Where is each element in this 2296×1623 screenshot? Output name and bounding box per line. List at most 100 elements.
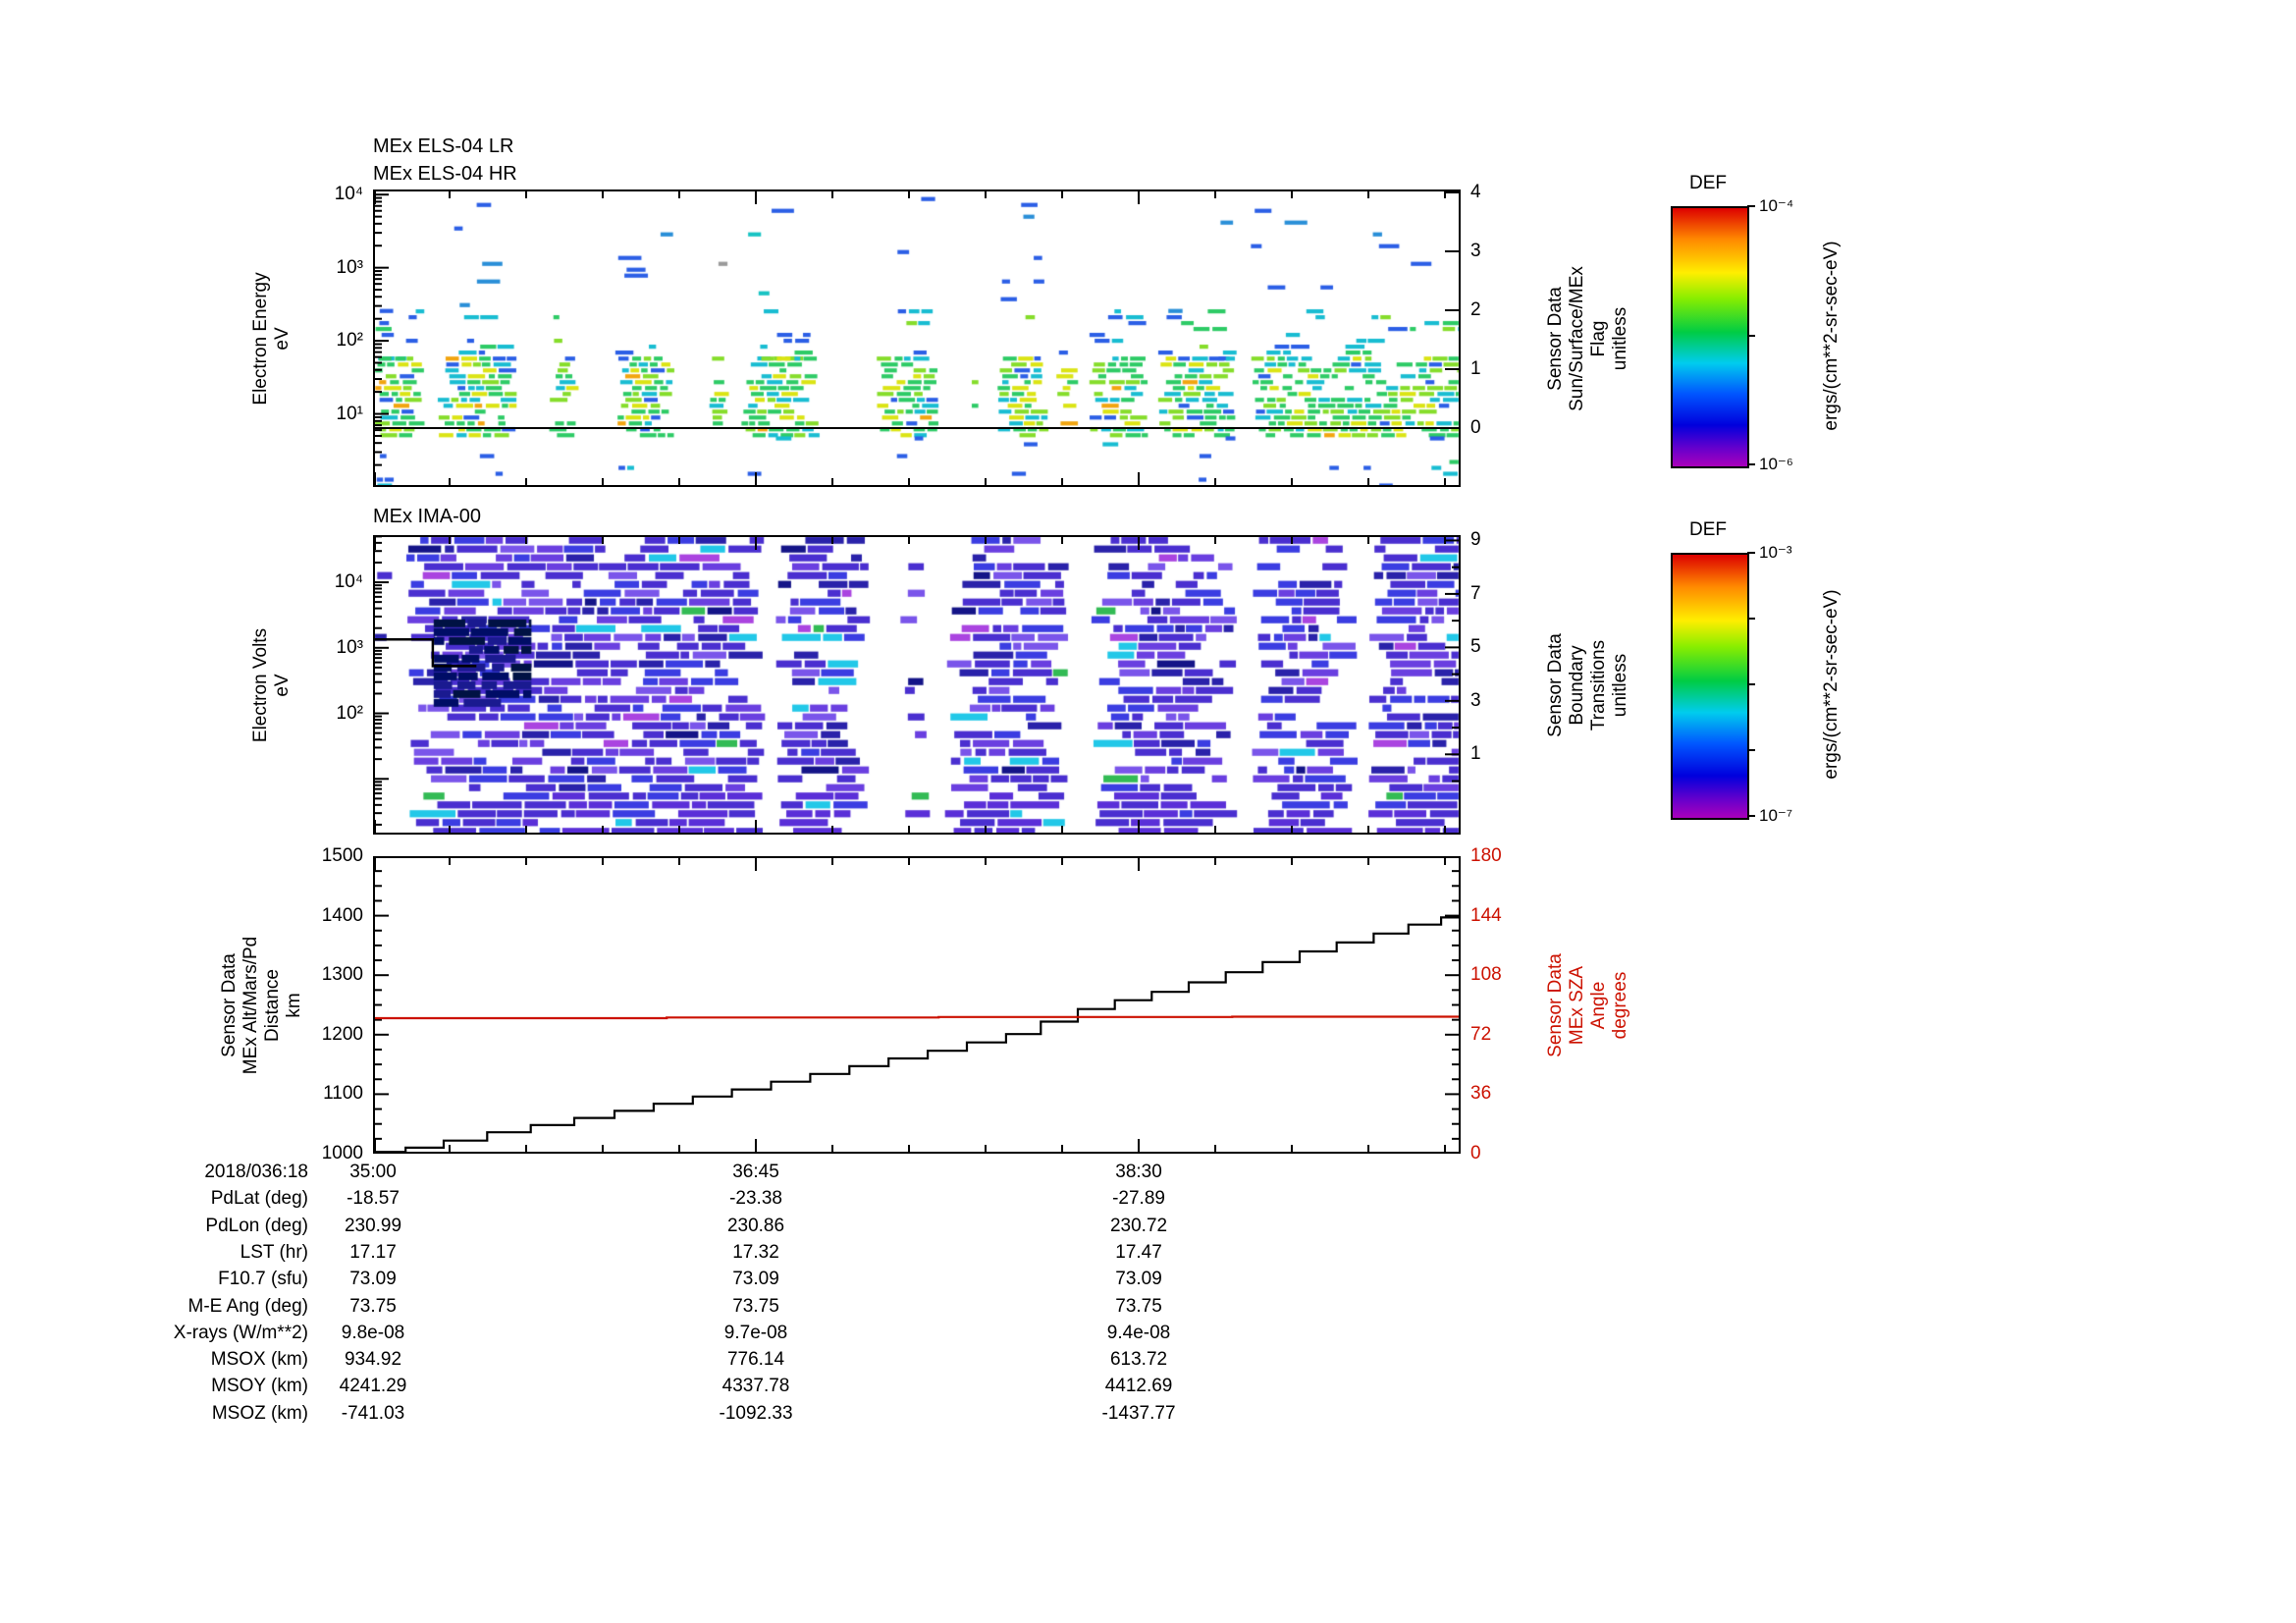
ima-right-tick-3: 3 (1470, 689, 1481, 711)
ima-colorbar-title: DEF (1689, 519, 1727, 540)
els-colorbar (1671, 206, 1749, 468)
ima-right-tick-1: 1 (1470, 743, 1481, 765)
alt-left-tick-1300: 1300 (321, 964, 363, 986)
els-ytick-2: 10² (336, 330, 363, 352)
table-value-5-1: 73.75 (732, 1295, 779, 1317)
alt-right-tick-108: 108 (1470, 964, 1502, 986)
ima-colorbar-tick (1747, 618, 1755, 620)
ima-colorbar-min: 10⁻⁷ (1759, 806, 1793, 825)
table-value-9-0: -741.03 (341, 1402, 405, 1424)
table-value-3-1: 17.32 (732, 1241, 779, 1263)
alt-ylabel: Sensor Data MEx Alt/Mars/Pd Distance km (219, 936, 304, 1074)
table-value-3-0: 17.17 (349, 1241, 397, 1263)
els-right-tick-4: 4 (1470, 182, 1481, 202)
table-value-6-0: 9.8e-08 (341, 1322, 405, 1343)
table-value-2-0: 230.99 (344, 1215, 402, 1236)
els-colorbar-title: DEF (1689, 173, 1727, 193)
ima-ylabel: Electron Volts eV (250, 627, 293, 742)
table-value-5-2: 73.75 (1115, 1295, 1162, 1317)
ima-colorbar-tick (1747, 815, 1755, 817)
table-value-1-2: -27.89 (1112, 1188, 1165, 1210)
table-value-8-1: 4337.78 (721, 1376, 790, 1397)
table-label-7: MSOX (km) (210, 1349, 308, 1371)
ima-ytick-4: 10⁴ (334, 571, 363, 593)
ima-right-tick-7: 7 (1470, 582, 1481, 604)
table-value-2-1: 230.86 (726, 1215, 785, 1236)
table-value-9-1: -1092.33 (719, 1402, 793, 1424)
alt-left-tick-1100: 1100 (323, 1083, 363, 1105)
els-colorbar-tick (1747, 334, 1755, 337)
table-label-9: MSOZ (km) (211, 1402, 308, 1424)
els-ytick-1: 10¹ (336, 403, 363, 424)
table-value-7-1: 776.14 (726, 1349, 785, 1371)
alt-left-tick-1400: 1400 (321, 904, 363, 926)
alt-left-tick-1200: 1200 (321, 1023, 363, 1045)
ima-right-tick-9: 9 (1470, 529, 1481, 551)
alt-right-tick-144: 144 (1470, 904, 1502, 926)
els-colorbar-tick (1747, 463, 1755, 465)
ima-right-label: Sensor Data Boundary Transitions unitles… (1545, 632, 1630, 737)
table-label-1: PdLat (deg) (210, 1188, 308, 1210)
table-value-8-0: 4241.29 (339, 1376, 407, 1397)
table-label-2: PdLon (deg) (205, 1215, 308, 1236)
table-label-4: F10.7 (sfu) (218, 1269, 308, 1290)
table-value-7-2: 613.72 (1109, 1349, 1168, 1371)
alt-axes-svg (373, 856, 1461, 1154)
table-value-4-2: 73.09 (1115, 1269, 1162, 1290)
table-value-6-1: 9.7e-08 (723, 1322, 788, 1343)
ima-spectrogram-canvas (374, 536, 1460, 834)
table-label-8: MSOY (km) (211, 1376, 308, 1397)
els-colorbar-unit: ergs/(cm**2-sr-sec-eV) (1821, 240, 1842, 431)
table-label-0: 2018/036:18 (204, 1162, 308, 1182)
table-label-3: LST (hr) (240, 1241, 308, 1263)
ima-ytick-2: 10² (336, 702, 363, 724)
els-ytick-3: 10³ (336, 256, 363, 278)
alt-right-label: Sensor Data MEx SZA Angle degrees (1545, 952, 1630, 1057)
table-value-2-2: 230.72 (1109, 1215, 1168, 1236)
table-value-4-1: 73.09 (732, 1269, 779, 1290)
els-ytick-4: 10⁴ (334, 184, 363, 205)
table-value-1-0: -18.57 (347, 1188, 400, 1210)
ima-colorbar-tick (1747, 683, 1755, 685)
els-right-tick-0: 0 (1470, 417, 1481, 438)
els-colorbar-max: 10⁻⁴ (1759, 196, 1794, 215)
els-ylabel: Electron Energy eV (250, 271, 293, 406)
table-value-7-0: 934.92 (344, 1349, 402, 1371)
els-colorbar-min: 10⁻⁶ (1759, 455, 1793, 473)
els-axes-svg (373, 189, 1461, 487)
els-right-tick-2: 2 (1470, 299, 1481, 320)
alt-left-tick-1500: 1500 (321, 845, 363, 866)
els-title-lr: MEx ELS-04 LR (373, 135, 514, 157)
alt-right-tick-72: 72 (1470, 1023, 1492, 1045)
alt-left-tick-1000: 1000 (321, 1143, 363, 1163)
ima-axes-svg (373, 535, 1461, 835)
table-value-0-0: 35:00 (349, 1162, 397, 1182)
els-right-tick-3: 3 (1470, 241, 1481, 261)
els-title-hr: MEx ELS-04 HR (373, 163, 517, 185)
ima-colorbar-unit: ergs/(cm**2-sr-sec-eV) (1821, 589, 1842, 780)
table-value-5-0: 73.75 (349, 1295, 397, 1317)
els-right-tick-1: 1 (1470, 358, 1481, 379)
ima-right-tick-5: 5 (1470, 636, 1481, 658)
table-value-0-1: 36:45 (732, 1162, 779, 1182)
table-value-6-2: 9.4e-08 (1106, 1322, 1171, 1343)
ima-colorbar-tick (1747, 749, 1755, 751)
alt-right-tick-180: 180 (1470, 845, 1502, 866)
alt-right-tick-36: 36 (1470, 1083, 1492, 1105)
els-spectrogram-canvas (374, 190, 1460, 486)
ima-title: MEx IMA-00 (373, 506, 482, 527)
table-value-3-2: 17.47 (1115, 1241, 1162, 1263)
els-right-label: Sensor Data Sun/Surface/MEx Flag unitles… (1545, 265, 1630, 411)
table-value-4-0: 73.09 (349, 1269, 397, 1290)
table-label-5: M-E Ang (deg) (187, 1295, 309, 1317)
table-value-1-1: -23.38 (729, 1188, 782, 1210)
alt-right-tick-0: 0 (1470, 1143, 1481, 1163)
els-colorbar-tick (1747, 205, 1755, 207)
table-value-8-2: 4412.69 (1104, 1376, 1173, 1397)
table-value-9-2: -1437.77 (1101, 1402, 1176, 1424)
ima-colorbar-tick (1747, 552, 1755, 554)
table-value-0-2: 38:30 (1115, 1162, 1162, 1182)
ima-colorbar (1671, 553, 1749, 820)
table-label-6: X-rays (W/m**2) (173, 1322, 308, 1343)
